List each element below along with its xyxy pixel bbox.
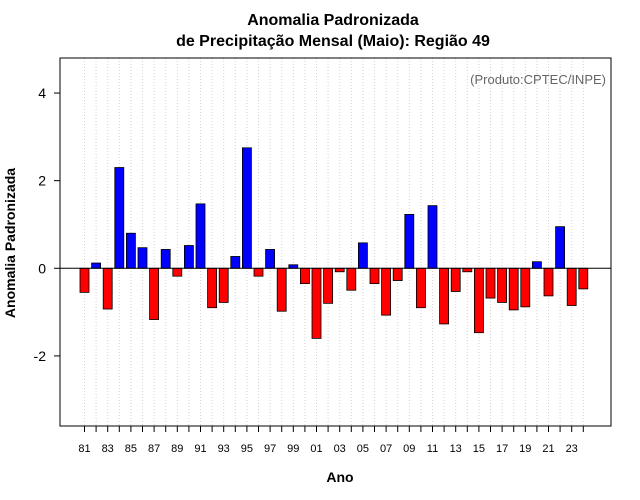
bar-2016 xyxy=(485,267,496,299)
x-axis: 81 83 85 87 89 91 93 95 97 99 01 03 05 07 09 11 13 15 17 19… xyxy=(78,426,584,455)
chart-subtitle: de Precipitação Mensal (Maio): Região 49 xyxy=(176,33,490,50)
bar-1985 xyxy=(126,232,136,269)
source-annotation: (Produto:CPTEC/INPE) xyxy=(470,72,606,87)
x-tick-label: 97 xyxy=(264,443,276,455)
bar-1996 xyxy=(253,267,264,277)
bar-1989 xyxy=(172,267,183,277)
x-tick-label: 21 xyxy=(542,443,554,455)
x-tick-label: 81 xyxy=(78,443,90,455)
bar-1983 xyxy=(102,267,113,310)
bar-1999 xyxy=(288,264,299,269)
bar-2004 xyxy=(346,267,357,291)
x-axis-label: Ano xyxy=(326,469,353,485)
bar-2021 xyxy=(543,267,554,297)
x-tick-label: 03 xyxy=(334,443,346,455)
bar-2024 xyxy=(578,267,589,290)
x-tick-label: 07 xyxy=(380,443,392,455)
bar-2000 xyxy=(299,267,310,285)
bar-2010 xyxy=(415,267,426,309)
x-tick-label: 19 xyxy=(519,443,531,455)
bar-2018 xyxy=(508,267,519,311)
bar-2015 xyxy=(473,267,484,334)
bar-2023 xyxy=(566,267,577,306)
bar-1988 xyxy=(160,249,171,269)
bar-1997 xyxy=(265,249,276,269)
bar-1981 xyxy=(79,267,90,293)
x-tick-label: 15 xyxy=(473,443,485,455)
bar-2022 xyxy=(555,226,565,269)
x-tick-label: 01 xyxy=(310,443,322,455)
bar-2001 xyxy=(311,267,322,339)
y-tick-label: 2 xyxy=(38,173,46,189)
x-tick-label: 95 xyxy=(241,443,253,455)
x-tick-label: 85 xyxy=(125,443,137,455)
grid-layer xyxy=(84,58,584,426)
bar-2020 xyxy=(532,261,542,269)
y-tick-label: 0 xyxy=(38,260,46,276)
bar-2005 xyxy=(357,242,368,269)
x-tick-label: 87 xyxy=(148,443,160,455)
bar-2014 xyxy=(462,267,473,273)
y-axis-label: Anomalia Padronizada xyxy=(2,168,18,318)
bar-2008 xyxy=(392,267,403,281)
bar-2011 xyxy=(427,205,438,269)
x-tick-label: 09 xyxy=(403,443,415,455)
bar-2009 xyxy=(404,213,415,269)
bar-2003 xyxy=(334,267,345,273)
x-tick-label: 13 xyxy=(450,443,462,455)
y-tick-label: -2 xyxy=(34,348,47,364)
x-tick-label: 91 xyxy=(194,443,206,455)
bar-2007 xyxy=(381,267,392,316)
bar-2002 xyxy=(323,267,334,304)
bar-1998 xyxy=(276,267,287,312)
bar-1990 xyxy=(183,245,194,269)
bar-1984 xyxy=(114,167,125,269)
x-tick-label: 23 xyxy=(566,443,578,455)
x-tick-label: 89 xyxy=(171,443,183,455)
x-tick-label: 83 xyxy=(102,443,114,455)
bar-1992 xyxy=(207,267,218,309)
x-tick-label: 93 xyxy=(218,443,230,455)
bar-1982 xyxy=(91,262,101,269)
y-axis: -2 0 2 4 xyxy=(34,85,60,364)
x-tick-label: 05 xyxy=(357,443,369,455)
bar-1994 xyxy=(230,256,241,269)
bar-2012 xyxy=(439,267,450,325)
x-tick-label: 99 xyxy=(287,443,299,455)
chart-title: Anomalia Padronizada xyxy=(247,12,419,29)
bar-1986 xyxy=(137,247,148,269)
bar-1987 xyxy=(149,267,160,320)
x-tick-label: 17 xyxy=(496,443,508,455)
bars-layer xyxy=(79,147,589,339)
bar-2017 xyxy=(497,267,508,303)
bar-1993 xyxy=(218,267,229,303)
plot-box xyxy=(59,57,612,427)
bar-1995 xyxy=(241,147,252,269)
bar-2013 xyxy=(450,267,461,292)
x-tick-label: 11 xyxy=(427,443,438,455)
bar-2019 xyxy=(520,267,531,308)
bar-2006 xyxy=(369,267,380,285)
bar-1991 xyxy=(195,203,206,269)
y-tick-label: 4 xyxy=(38,85,46,101)
